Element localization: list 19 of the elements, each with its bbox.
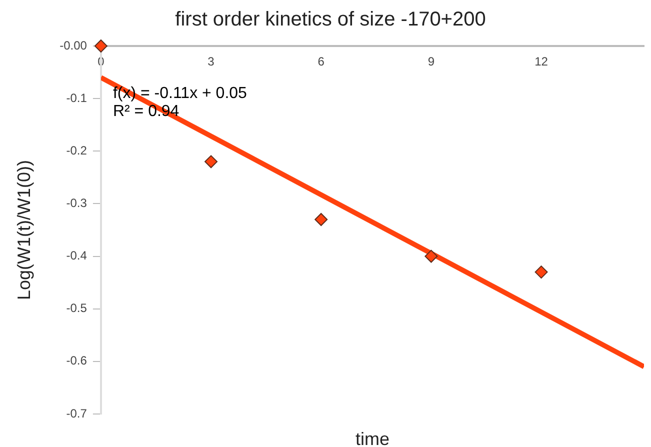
x-tick-label: 6: [318, 54, 325, 69]
y-tick-label: -0.7: [66, 406, 88, 420]
point: [204, 155, 218, 168]
y-tick-label: -0.1: [66, 90, 88, 105]
x-tick-label: 12: [534, 54, 548, 69]
point: [314, 212, 328, 226]
x-tick-label: 3: [208, 54, 215, 69]
point: [424, 250, 438, 263]
x-axis-title: time: [355, 429, 390, 447]
y-tick-label: -0.5: [66, 301, 88, 316]
y-tick-label: -0.6: [66, 354, 88, 368]
y-tick-label: -0.2: [66, 143, 88, 158]
chart-title: first order kinetics of size -170+200: [175, 8, 486, 31]
y-tick-label: -0.00: [60, 38, 88, 52]
y-tick-label: -0.3: [66, 196, 88, 210]
y-axis-title: Log(W1(t)/W1(0)): [14, 160, 34, 300]
y-tick-label: -0.4: [66, 248, 88, 263]
point: [534, 266, 548, 279]
x-tick-label: 9: [428, 54, 435, 69]
